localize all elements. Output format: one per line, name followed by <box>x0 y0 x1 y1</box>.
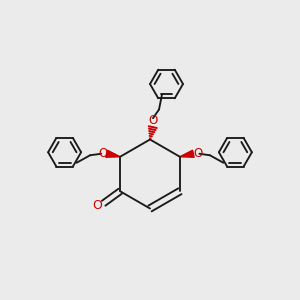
Text: O: O <box>92 199 102 212</box>
Polygon shape <box>180 150 194 157</box>
Text: O: O <box>98 147 107 160</box>
Text: O: O <box>193 147 202 160</box>
Polygon shape <box>106 150 120 157</box>
Text: O: O <box>148 114 158 127</box>
